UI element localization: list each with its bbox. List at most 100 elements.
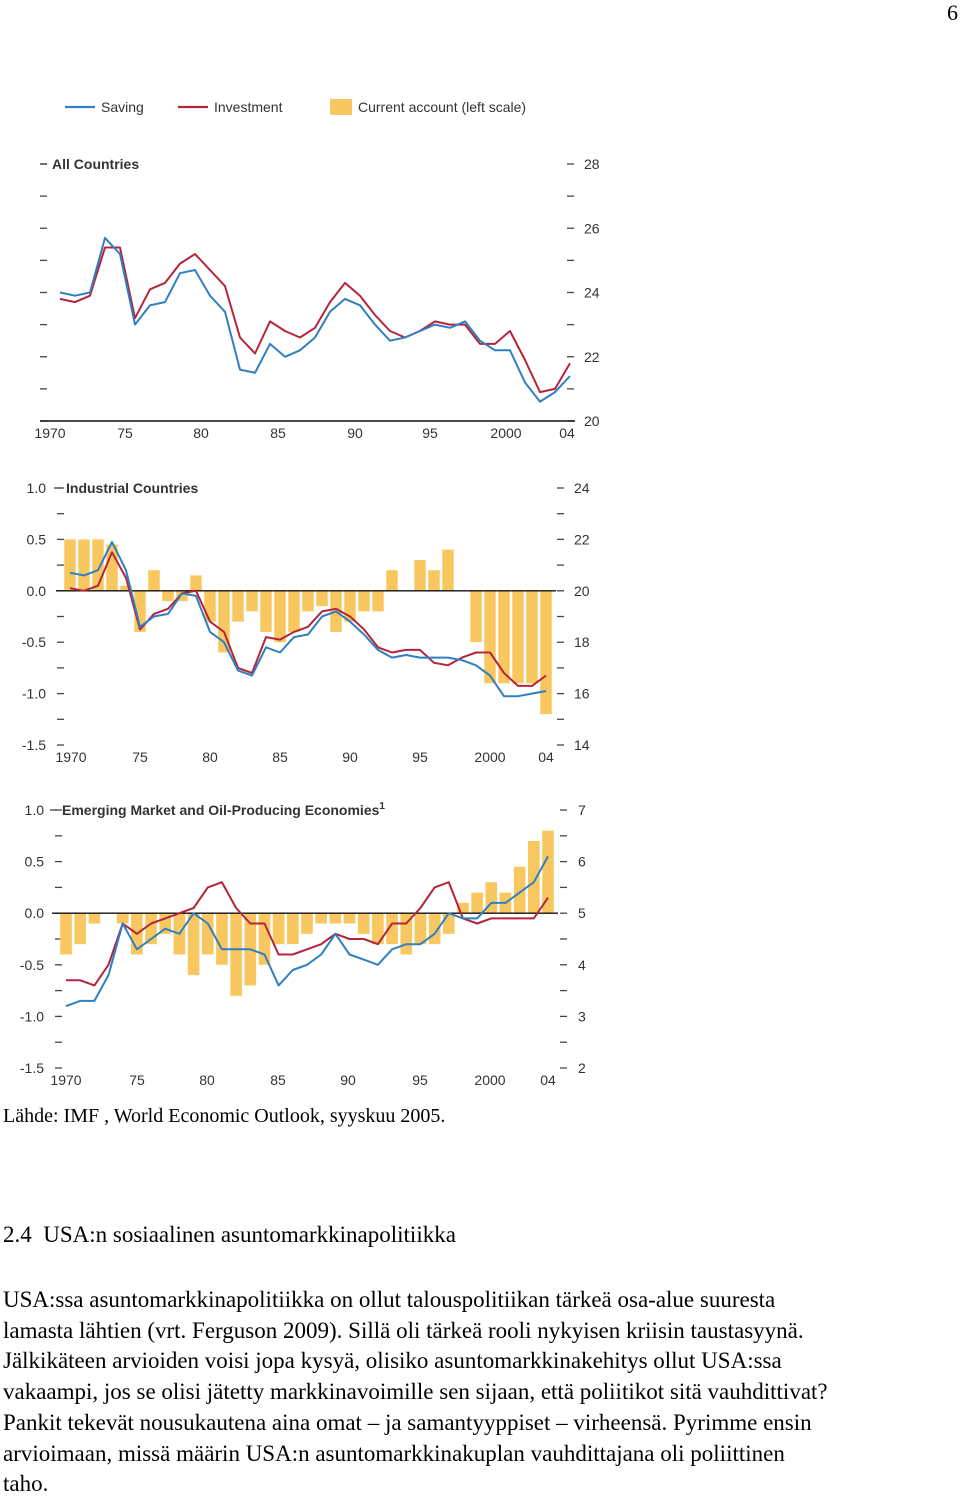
current-account-bar [88, 913, 101, 924]
section-heading: 2.4 USA:n sosiaalinen asuntomarkkinapoli… [3, 1222, 456, 1248]
chart-panel-2: 24 22 20 18 16 14 1.0 0.5 0.0 -0.5 -1.0 -1.5 Industr… [22, 480, 590, 765]
current-account-bar [201, 913, 214, 955]
current-account-bar [216, 913, 228, 965]
left-axis-label: 0.5 [27, 531, 47, 547]
body-line-2: lamasta lähtien (vrt. Ferguson 2009). Si… [3, 1317, 804, 1343]
left-axis-label: 0.0 [25, 905, 45, 921]
x-tick-label: 80 [193, 425, 209, 441]
right-axis-label: 2 [578, 1060, 586, 1076]
right-axis-label: 5 [578, 905, 586, 921]
current-account-bar [526, 590, 538, 684]
current-account-bar [542, 830, 554, 914]
left-axis-label: -1.5 [20, 1060, 44, 1076]
x-tick-label: 75 [132, 749, 148, 765]
current-account-bar [485, 882, 498, 914]
legend-swatch-current-account [330, 99, 352, 115]
current-account-bar [470, 590, 482, 643]
investment-line [66, 881, 549, 987]
x-tick-label: 90 [340, 1072, 356, 1088]
right-axis-label: 7 [578, 802, 586, 818]
x-tick-label: 95 [412, 749, 428, 765]
current-account-bar [442, 549, 454, 591]
current-account-bar [343, 913, 356, 924]
current-account-bar [159, 913, 172, 934]
current-account-bar [344, 590, 356, 622]
current-account-bar [428, 570, 440, 591]
x-tick-label: 1970 [55, 749, 86, 765]
right-axis-label: 4 [578, 957, 586, 973]
panel-title-superscript: 1 [379, 801, 385, 812]
current-account-bar [372, 913, 384, 945]
investment-line [59, 246, 571, 394]
current-account-bar [540, 590, 552, 715]
current-account-bar [287, 913, 299, 945]
right-axis-label: 20 [574, 583, 590, 599]
x-tick-label: 2000 [474, 749, 505, 765]
x-tick-label: 04 [540, 1072, 556, 1088]
x-tick-label: 85 [270, 1072, 286, 1088]
current-account-bar [148, 570, 160, 591]
current-account-bar [329, 913, 342, 924]
x-tick-label: 2000 [474, 1072, 505, 1088]
x-tick-label: 80 [202, 749, 218, 765]
current-account-bar [513, 866, 526, 914]
saving-investment-figure: Saving Investment Current account (left sc… [20, 99, 600, 1088]
current-account-bar [315, 913, 327, 924]
current-account-bar [301, 913, 313, 934]
current-account-bar [414, 559, 426, 591]
current-account-bar [230, 913, 242, 996]
current-account-bar [190, 575, 202, 591]
current-account-bar [498, 590, 510, 684]
body-line-1: USA:ssa asuntomarkkinapolitiikka on ollu… [3, 1287, 776, 1312]
left-axis-label: -1.5 [22, 737, 46, 753]
saving-line [65, 855, 549, 1008]
x-tick-label: 95 [422, 425, 438, 441]
right-axis-label: 26 [584, 220, 600, 236]
x-tick-label: 75 [129, 1072, 145, 1088]
panel-title: Emerging Market and Oil-Producing Econom… [62, 801, 385, 818]
x-tick-label: 90 [347, 425, 363, 441]
current-account-bar [64, 539, 76, 591]
left-axis-label: 0.5 [25, 854, 45, 870]
current-account-bar [302, 590, 314, 612]
current-account-bar [357, 913, 370, 934]
current-account-bar [512, 590, 524, 684]
current-account-bar [176, 590, 188, 602]
right-axis-label: 24 [584, 285, 600, 301]
current-account-bar [457, 902, 469, 914]
current-account-bar [528, 840, 540, 914]
current-account-bar [92, 539, 104, 591]
current-account-bar [442, 913, 455, 934]
current-account-bar [386, 570, 398, 591]
current-account-bar [162, 590, 174, 602]
right-axis-label: 18 [574, 634, 590, 650]
right-axis-label: 20 [584, 413, 600, 429]
x-tick-label: 1970 [50, 1072, 81, 1088]
right-axis-label: 16 [574, 686, 590, 702]
right-axis-label: 22 [574, 531, 590, 547]
body-line-3: Jälkikäteen arvioiden voisi jopa kysyä, … [3, 1348, 782, 1374]
current-account-bar [274, 590, 286, 643]
right-axis-label: 6 [578, 854, 586, 870]
right-axis-label: 3 [578, 1008, 586, 1024]
current-account-bar [60, 913, 72, 955]
legend-label-investment: Investment [214, 99, 283, 115]
left-axis-label: 0.0 [27, 583, 47, 599]
current-account-bar [204, 590, 216, 622]
current-account-bar [120, 585, 132, 591]
current-account-bar [316, 590, 328, 607]
current-account-bar [232, 590, 244, 622]
legend-label-saving: Saving [101, 99, 144, 115]
chart-legend: Saving Investment Current account (left sc… [65, 99, 526, 115]
right-axis-label: 22 [584, 349, 600, 365]
current-account-bar [372, 590, 384, 612]
saving-line [59, 236, 571, 403]
legend-label-current-account: Current account (left scale) [358, 99, 526, 115]
current-account-bar [218, 590, 230, 653]
left-axis-label: -0.5 [20, 957, 44, 973]
panel-title: All Countries [52, 156, 139, 172]
body-line-7: taho. [3, 1471, 49, 1497]
current-account-bar [260, 590, 272, 632]
current-account-bar [288, 590, 300, 632]
current-account-bar [358, 590, 370, 612]
